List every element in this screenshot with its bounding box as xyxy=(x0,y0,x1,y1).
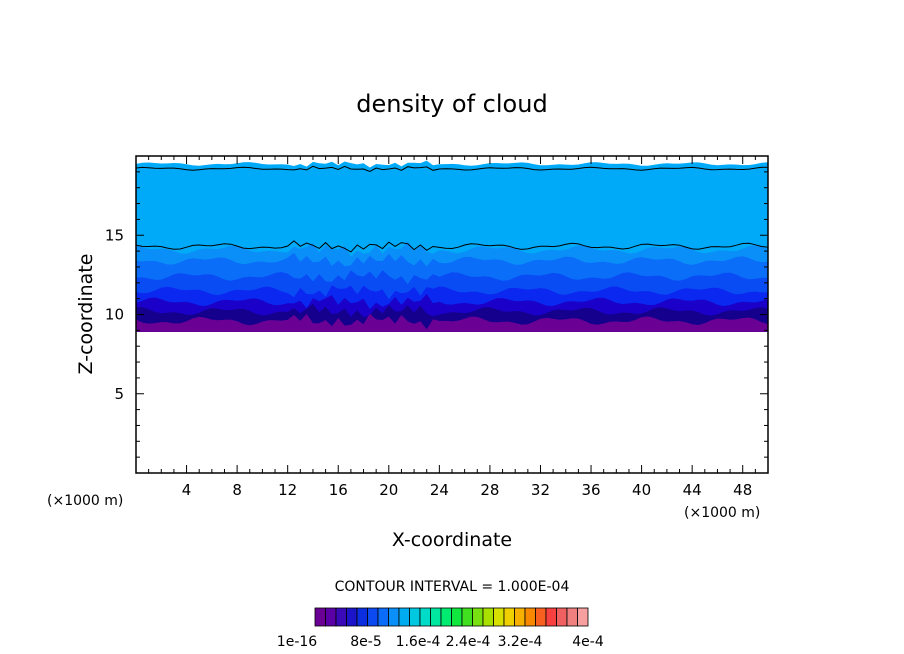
colorbar-swatch xyxy=(451,607,463,627)
z-unit-label: (×1000 m) xyxy=(47,493,123,509)
colorbar-swatch xyxy=(367,607,379,627)
colorbar-swatch xyxy=(461,607,473,627)
colorbar-swatch xyxy=(577,607,589,627)
colorbar-swatch xyxy=(472,607,484,627)
colorbar-swatch xyxy=(419,607,431,627)
colorbar-label: 3.2e-4 xyxy=(498,634,543,650)
colorbar-swatch xyxy=(388,607,400,627)
colorbar-swatch xyxy=(346,607,358,627)
colorbar-swatch xyxy=(356,607,368,627)
x-tick-label: 24 xyxy=(430,481,449,499)
x-tick-label: 44 xyxy=(683,481,702,499)
x-tick-label: 12 xyxy=(278,481,297,499)
colorbar-swatch xyxy=(514,607,526,627)
y-tick-labels: 5 10 15 xyxy=(105,226,124,403)
band-purple xyxy=(136,313,768,332)
colorbar-swatch xyxy=(566,607,578,627)
chart-title: density of cloud xyxy=(356,90,547,118)
x-unit-label: (×1000 m) xyxy=(684,505,760,521)
axis-ticks xyxy=(136,156,768,473)
y-tick-label: 10 xyxy=(105,306,124,324)
colorbar-swatch xyxy=(335,607,347,627)
x-tick-label: 40 xyxy=(632,481,651,499)
contour-line-2 xyxy=(135,240,769,253)
x-tick-label: 20 xyxy=(379,481,398,499)
colorbar-swatch xyxy=(430,607,442,627)
colorbar-swatch xyxy=(493,607,505,627)
colorbar-label: 1.6e-4 xyxy=(396,634,441,650)
x-tick-labels: 4 8 12 16 20 24 28 32 36 40 44 48 xyxy=(182,481,752,499)
contour-lines xyxy=(135,165,769,253)
plot-area xyxy=(135,155,769,474)
colorbar-swatch xyxy=(503,607,515,627)
colorbar-swatch xyxy=(398,607,410,627)
x-tick-label: 16 xyxy=(329,481,348,499)
y-tick-label: 15 xyxy=(105,226,124,244)
colorbar-swatch xyxy=(545,607,557,627)
colorbar-swatch xyxy=(409,607,421,627)
colorbar-swatch xyxy=(482,607,494,627)
y-tick-label: 5 xyxy=(114,385,124,403)
colorbar-swatch xyxy=(314,607,326,627)
x-tick-label: 8 xyxy=(232,481,242,499)
x-axis-label: X-coordinate xyxy=(392,529,512,551)
colorbar-swatch xyxy=(556,607,568,627)
cloud-density-bands xyxy=(136,160,768,332)
colorbar-swatch xyxy=(535,607,547,627)
y-axis-label: Z-coordinate xyxy=(75,254,97,375)
x-tick-label: 36 xyxy=(581,481,600,499)
x-tick-label: 4 xyxy=(182,481,192,499)
colorbar-swatch xyxy=(377,607,389,627)
contour-line-1 xyxy=(135,165,769,173)
x-tick-label: 32 xyxy=(531,481,550,499)
colorbar-label: 8e-5 xyxy=(350,634,381,650)
x-tick-label: 48 xyxy=(733,481,752,499)
contour-interval-text: CONTOUR INTERVAL = 1.000E-04 xyxy=(335,579,570,595)
colorbar xyxy=(314,607,589,627)
colorbar-swatch xyxy=(524,607,536,627)
x-tick-label: 28 xyxy=(480,481,499,499)
colorbar-labels: 1e-16 8e-5 1.6e-4 2.4e-4 3.2e-4 4e-4 xyxy=(277,634,604,650)
colorbar-swatch xyxy=(325,607,337,627)
colorbar-label: 1e-16 xyxy=(277,634,317,650)
colorbar-label: 2.4e-4 xyxy=(446,634,491,650)
colorbar-label: 4e-4 xyxy=(572,634,604,650)
colorbar-swatch xyxy=(440,607,452,627)
